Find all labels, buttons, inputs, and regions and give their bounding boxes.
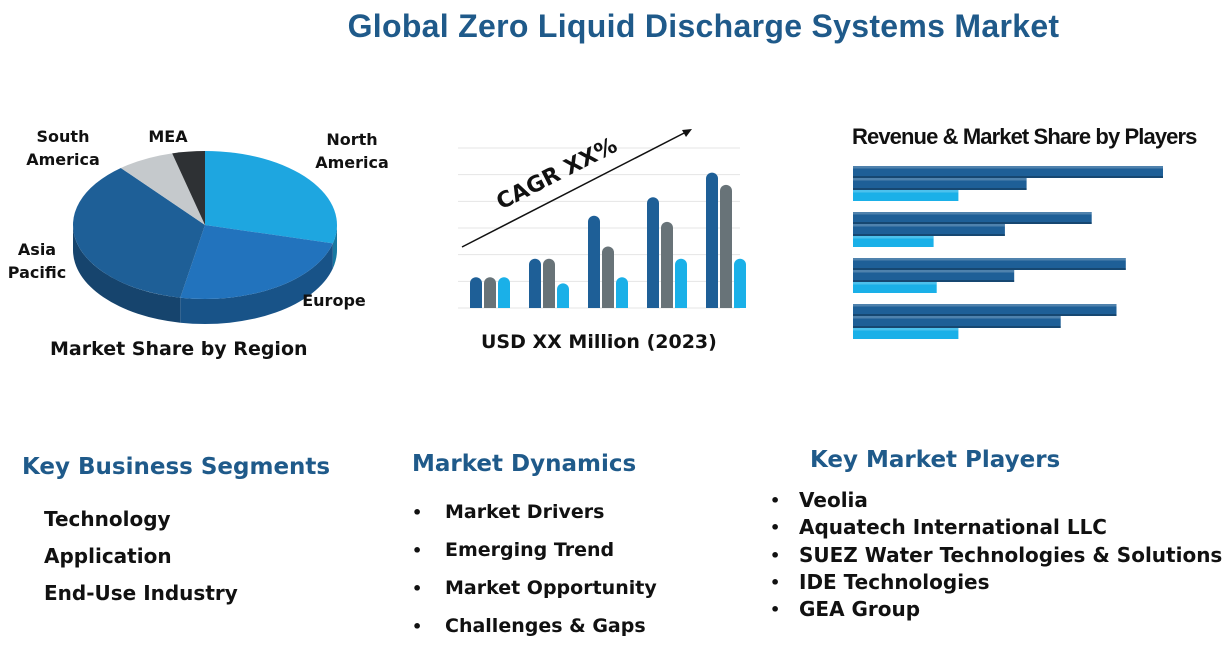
pie-side-europe (180, 243, 333, 324)
bar-mark (602, 246, 614, 308)
dynamics-heading: Market Dynamics (412, 451, 637, 477)
hbar-shadow (853, 268, 1126, 270)
player-item: • Veolia (770, 488, 868, 512)
pie-label-europe: Europe (302, 291, 366, 310)
hbar-shadow (853, 314, 1117, 316)
players-horizontal-bar-chart (853, 166, 1163, 339)
hbar-mark (853, 166, 1163, 178)
hbar-highlight (853, 328, 959, 331)
hbar-highlight (853, 224, 1005, 227)
bullet-icon: • (770, 518, 781, 538)
hbar-mark (853, 236, 934, 247)
bullet-icon: • (770, 491, 781, 510)
segment-item-end-use-industry: End-Use Industry (44, 581, 238, 605)
pie-chart-title: Market Share by Region (50, 338, 308, 360)
dynamics-item: • Challenges & Gaps (412, 615, 646, 637)
pie-side-north-america (332, 225, 337, 269)
hbar-shadow (853, 222, 1092, 224)
hbar-mark (853, 224, 1005, 236)
hbar-mark (853, 316, 1061, 328)
hbar-mark (853, 328, 959, 339)
pie-slice-europe (180, 225, 333, 299)
hbar-mark (853, 212, 1092, 224)
pie-slice-north-america (205, 151, 337, 244)
hbar-mark (853, 270, 1015, 282)
hbar-highlight (853, 304, 1117, 307)
segments-list: Technology Application End-Use Industry (44, 507, 238, 618)
bar-mark (470, 277, 482, 308)
hbar-shadow (853, 188, 1027, 190)
players-heading: Key Market Players (810, 447, 1061, 473)
hbar-highlight (853, 258, 1126, 261)
bar-mark (720, 184, 732, 308)
hbar-mark (853, 258, 1126, 270)
bar-mark (675, 258, 687, 308)
pie-label-south-america: South America (26, 127, 100, 169)
hbar-highlight (853, 316, 1061, 319)
segment-item-technology: Technology (44, 507, 171, 531)
bar-chart-title: USD XX Million (2023) (481, 331, 717, 353)
hbar-highlight (853, 270, 1015, 273)
pie-label-asia-pacific: Asia Pacific (7, 240, 67, 282)
hbar-mark (853, 304, 1117, 316)
bullet-icon: • (412, 541, 423, 560)
bullet-icon: • (770, 600, 781, 620)
bar-mark (529, 258, 541, 308)
hbar-highlight (853, 190, 959, 193)
hbar-shadow (853, 234, 1005, 236)
bar-mark (647, 197, 659, 308)
segments-heading: Key Business Segments (22, 454, 331, 480)
hbar-highlight (853, 282, 937, 285)
players-chart-title: Revenue & Market Share by Players (852, 124, 1197, 149)
bar-mark (734, 258, 746, 308)
bullet-icon: • (412, 579, 423, 598)
pie-slice-mea (172, 151, 205, 225)
dynamics-item: • Market Drivers (412, 501, 605, 523)
bar-mark (706, 172, 718, 308)
bullet-icon: • (412, 617, 423, 636)
pie-slice-south-america (120, 153, 205, 225)
market-size-bar-chart: CAGR XX% (458, 129, 746, 309)
player-item: • GEA Group (770, 597, 921, 622)
pie-side-asia-pacific (73, 225, 181, 323)
player-item: • IDE Technologies (770, 569, 990, 594)
bullet-icon: • (770, 572, 781, 592)
dynamics-item: • Emerging Trend (412, 539, 615, 561)
hbar-shadow (853, 280, 1015, 282)
bar-mark (484, 277, 496, 308)
bullet-icon: • (770, 545, 781, 565)
page-title: Global Zero Liquid Discharge Systems Mar… (347, 8, 1060, 44)
bar-mark (498, 277, 510, 308)
arrow-head-icon (682, 129, 692, 137)
segment-item-application: Application (44, 544, 172, 568)
hbar-highlight (853, 178, 1027, 181)
bar-mark (557, 283, 569, 308)
bullet-icon: • (412, 503, 423, 522)
dynamics-item: • Market Opportunity (412, 577, 657, 599)
hbar-highlight (853, 236, 934, 239)
bar-mark (661, 221, 673, 308)
pie-label-mea: MEA (148, 127, 188, 146)
player-item: • Aquatech International LLC (770, 515, 1107, 540)
players-list: • Veolia • Aquatech International LLC • SUE… (770, 488, 1222, 624)
hbar-mark (853, 282, 937, 293)
cagr-trend-arrow (461, 129, 691, 248)
pie-label-north-america: North America (315, 130, 389, 172)
dynamics-list: • Market Drivers • Emerging Trend • Market … (412, 501, 657, 653)
bar-mark (616, 277, 628, 308)
player-item: • SUEZ Water Technologies & Solutions (770, 542, 1223, 567)
hbar-mark (853, 178, 1027, 190)
hbar-highlight (853, 212, 1092, 215)
hbar-mark (853, 190, 959, 201)
pie-slice-asia-pacific (73, 167, 205, 298)
hbar-shadow (853, 176, 1163, 178)
hbar-highlight (853, 166, 1163, 169)
bar-mark (543, 258, 555, 308)
hbar-shadow (853, 326, 1061, 328)
bar-mark (588, 215, 600, 308)
region-pie-chart (73, 151, 337, 324)
